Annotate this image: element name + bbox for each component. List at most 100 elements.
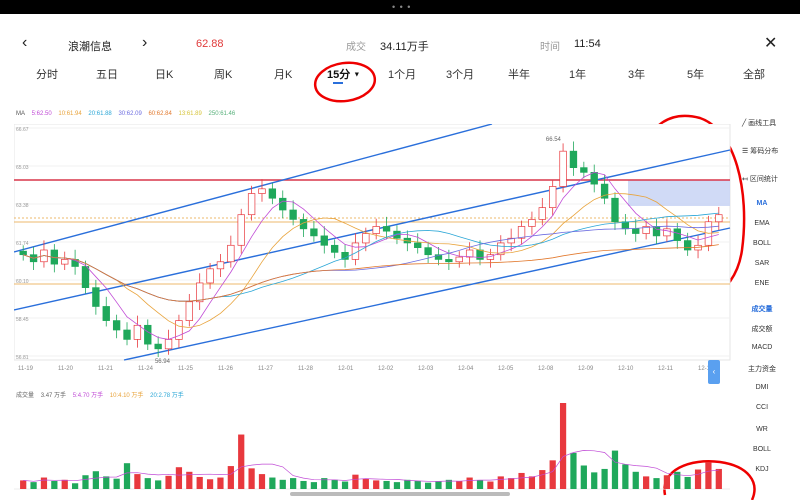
volume-value: 34.11万手: [380, 41, 429, 53]
range-stats-button[interactable]: ↤ 区间统计: [742, 174, 786, 184]
tab-fenshi[interactable]: 分时: [36, 69, 58, 81]
volume-bar: [373, 480, 380, 489]
tab-rik[interactable]: 日K: [155, 69, 174, 81]
back-chevron-icon[interactable]: ‹: [22, 34, 28, 51]
candle-body: [549, 186, 557, 208]
volume-bar: [414, 480, 421, 489]
next-stock-chevron-icon[interactable]: ›: [142, 34, 148, 51]
volume-bar: [30, 482, 37, 489]
tab-wuri[interactable]: 五日: [96, 69, 118, 81]
range-icon: ↤: [742, 176, 748, 183]
candle-body: [279, 197, 287, 211]
candle-body: [227, 244, 235, 263]
caret-down-icon: ▼: [353, 71, 361, 79]
indicator-macd[interactable]: MACD: [751, 344, 773, 351]
volume-legend-item: 成交量: [16, 393, 35, 399]
volume-bar: [248, 468, 255, 489]
volume-bar: [61, 479, 68, 489]
y-tick-label: 66.67: [16, 127, 29, 133]
indicator-main-funds[interactable]: 主力资金: [748, 366, 776, 373]
tab-halfyear[interactable]: 半年: [508, 69, 530, 81]
candle-body: [320, 235, 328, 246]
volume-bar: [310, 482, 318, 489]
candle-body: [81, 266, 90, 288]
volume-bar: [435, 481, 442, 489]
date-tick-label: 11-24: [138, 366, 153, 372]
tab-zhouk[interactable]: 周K: [214, 69, 233, 81]
candle-body: [517, 226, 526, 239]
tab-3year[interactable]: 3年: [628, 69, 646, 81]
candle-body: [154, 343, 162, 350]
home-indicator[interactable]: [290, 492, 510, 496]
range-stats-label: 区间统计: [749, 176, 778, 183]
volume-bar: [508, 478, 515, 489]
indicator-ema[interactable]: EMA: [754, 220, 770, 227]
volume-bar: [404, 479, 411, 489]
date-tick-label: 12-01: [338, 366, 354, 372]
candle-body: [196, 282, 204, 303]
chart-scroll-handle[interactable]: ‹: [708, 360, 720, 384]
ma-legend-item: 30:62.09: [118, 111, 142, 117]
candle-body: [642, 226, 650, 234]
tab-all[interactable]: 全部: [743, 69, 765, 81]
draw-tool-button[interactable]: ╱ 画线工具: [742, 118, 786, 128]
volume-bar: [456, 480, 463, 489]
indicator-boll-sub[interactable]: BOLL: [753, 446, 771, 453]
volume-bar: [341, 481, 349, 489]
indicator-wr[interactable]: WR: [756, 426, 768, 433]
volume-bar: [206, 479, 214, 489]
tab-3month[interactable]: 3个月: [446, 69, 475, 81]
volume-bar: [653, 478, 660, 489]
volume-bar: [51, 480, 58, 489]
candle-body: [611, 197, 619, 223]
y-tick-label: 65.03: [16, 165, 29, 171]
indicator-ma[interactable]: MA: [756, 200, 768, 207]
volume-bar: [674, 471, 681, 489]
candle-body: [465, 249, 474, 258]
candle-body: [247, 193, 256, 216]
date-tick-label: 12-10: [618, 366, 634, 372]
indicator-cci[interactable]: CCI: [755, 404, 769, 411]
candle-body: [92, 287, 100, 307]
volume-chart[interactable]: [14, 398, 734, 492]
volume-bar: [92, 471, 99, 489]
candle-body: [123, 329, 131, 340]
volume-bar: [40, 477, 48, 489]
tab-5year[interactable]: 5年: [687, 69, 705, 81]
indicator-volume[interactable]: 成交量: [751, 306, 773, 313]
indicator-sar[interactable]: SAR: [754, 260, 770, 267]
multitask-dots[interactable]: • • •: [392, 2, 412, 12]
moving-average-line: [23, 244, 719, 302]
tab-1month[interactable]: 1个月: [388, 69, 417, 81]
volume-bar: [196, 476, 203, 489]
volume-bar: [383, 480, 390, 489]
period-tabs: 分时 五日 日K 周K 月K 15分 ▼ 1个月 3个月 半年 1年 3年 5年…: [0, 66, 800, 84]
candle-body: [476, 249, 484, 260]
tab-yuek[interactable]: 月K: [274, 69, 293, 81]
indicator-kdj[interactable]: KDJ: [755, 466, 769, 473]
volume-bar: [539, 470, 546, 489]
indicator-turnover[interactable]: 成交额: [751, 326, 773, 333]
tab-15min[interactable]: 15分 ▼: [327, 66, 361, 84]
volume-bar: [476, 480, 484, 489]
candle-body: [538, 207, 546, 220]
indicator-boll[interactable]: BOLL: [753, 240, 771, 247]
candle-body: [507, 237, 515, 244]
volume-bar: [424, 482, 432, 489]
indicator-dmi[interactable]: DMI: [755, 384, 769, 391]
tab-1year[interactable]: 1年: [569, 69, 587, 81]
volume-bar: [393, 482, 401, 489]
candle-body: [663, 228, 671, 237]
candle-body: [621, 221, 630, 230]
indicator-ene[interactable]: ENE: [754, 280, 770, 287]
volume-bar: [445, 479, 452, 489]
ma-legend-item: 60:62.84: [148, 111, 172, 117]
candle-body: [362, 233, 370, 244]
close-icon[interactable]: ✕: [764, 35, 778, 52]
chip-distribution-button[interactable]: ☰ 筹码分布: [742, 146, 786, 156]
volume-bar: [352, 474, 359, 489]
volume-bar: [258, 474, 266, 489]
kline-chart[interactable]: 66.67 65.03 63.38 61.74 60.10 58.45 56.81 66.54…: [14, 124, 734, 364]
volume-bar: [82, 475, 89, 489]
trend-line-middle: [14, 149, 731, 311]
